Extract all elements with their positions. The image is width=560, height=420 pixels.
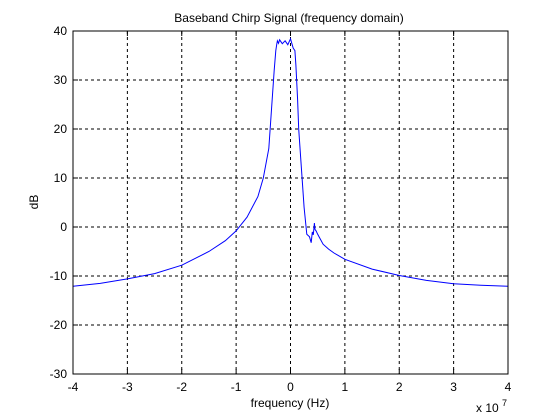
x-tick-label: 1	[342, 380, 349, 394]
x-tick-label: -3	[122, 380, 133, 394]
x-tick-label: 3	[450, 380, 457, 394]
x-tick-label: 2	[396, 380, 403, 394]
y-tick-label: 20	[54, 122, 68, 136]
plot-area	[72, 30, 509, 375]
x-exponent-base: x 10	[476, 401, 499, 415]
y-tick-label: -20	[50, 318, 68, 332]
series-layer	[72, 37, 509, 287]
x-tick-label: -1	[231, 380, 242, 394]
x-tick-label: -4	[68, 380, 79, 394]
x-tick-label: 0	[287, 380, 294, 394]
plot-frame	[72, 30, 509, 375]
y-tick-label: 40	[54, 24, 68, 38]
y-tick-label: -10	[50, 269, 68, 283]
x-axis-label: frequency (Hz)	[251, 396, 330, 410]
y-axis-label: dB	[27, 195, 41, 210]
x-tick-label: 4	[505, 380, 512, 394]
y-tick-label: 10	[54, 171, 68, 185]
chart-title: Baseband Chirp Signal (frequency domain)	[174, 11, 403, 25]
y-tick-label: 30	[54, 73, 68, 87]
grid	[73, 31, 508, 374]
series-line	[72, 37, 509, 287]
y-tick-label: -30	[50, 367, 68, 381]
y-tick-label: 0	[60, 220, 67, 234]
x-exponent-power: 7	[502, 398, 507, 408]
x-exponent-label: x 10 7	[476, 398, 507, 415]
x-tick-label: -2	[176, 380, 187, 394]
